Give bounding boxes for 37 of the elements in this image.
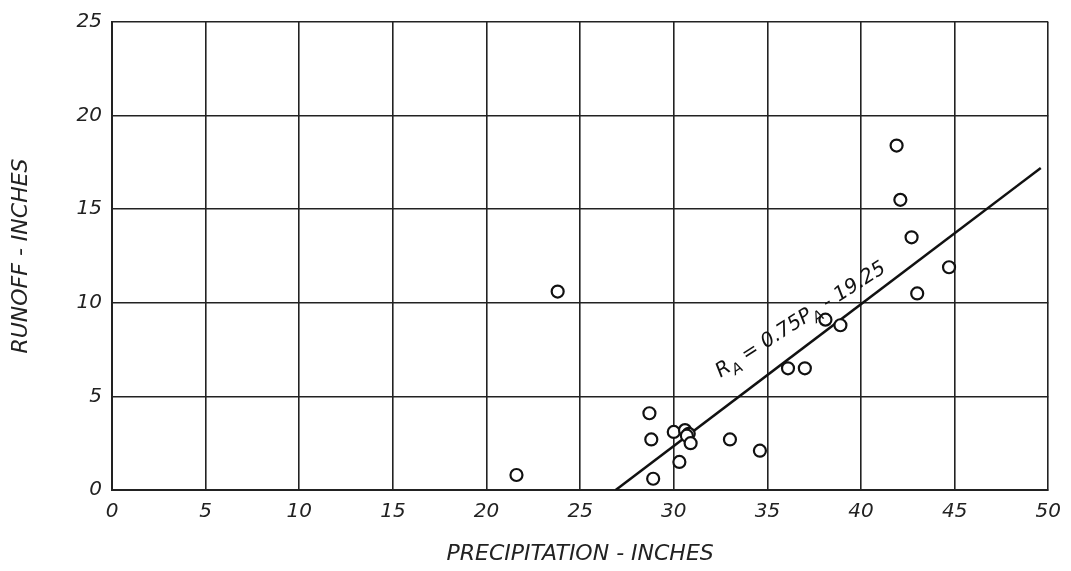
y-tick-label: 10: [76, 289, 102, 313]
point: [644, 432, 659, 447]
y-tick-label: 0: [89, 476, 102, 501]
x-axis-title: PRECIPITATION - INCHES: [446, 539, 714, 565]
point: [797, 361, 812, 376]
x-tick-label: 25: [567, 498, 593, 523]
x-tick-label: 20: [473, 498, 500, 523]
point: [889, 138, 904, 153]
y-tick-label: 20: [76, 101, 102, 126]
x-tick-label: 10: [286, 498, 312, 523]
y-tick-label: 15: [76, 195, 102, 220]
x-tick-label: 15: [380, 498, 406, 523]
point: [893, 192, 908, 207]
point: [910, 286, 925, 301]
point: [722, 432, 738, 447]
point: [683, 436, 698, 451]
point: [941, 260, 957, 275]
point: [780, 361, 796, 376]
point: [509, 467, 524, 483]
point: [666, 424, 681, 440]
x-tick-label: 50: [1035, 498, 1061, 523]
point: [672, 454, 687, 470]
x-tick-label: 5: [199, 498, 212, 523]
point: [642, 406, 657, 421]
x-tick-label: 40: [848, 498, 874, 523]
point: [752, 443, 767, 458]
x-tick-label: 30: [661, 498, 687, 523]
x-tick-label: 35: [754, 498, 781, 523]
point: [833, 318, 848, 333]
point: [550, 284, 565, 299]
y-axis-title: RUNOFF - INCHES: [6, 158, 32, 354]
y-tick-label: 25: [76, 8, 102, 33]
y-tick-label: 5: [89, 382, 102, 407]
x-tick-label: 0: [105, 498, 119, 523]
point: [904, 230, 919, 245]
point: [646, 471, 661, 486]
x-tick-label: 45: [941, 498, 968, 523]
